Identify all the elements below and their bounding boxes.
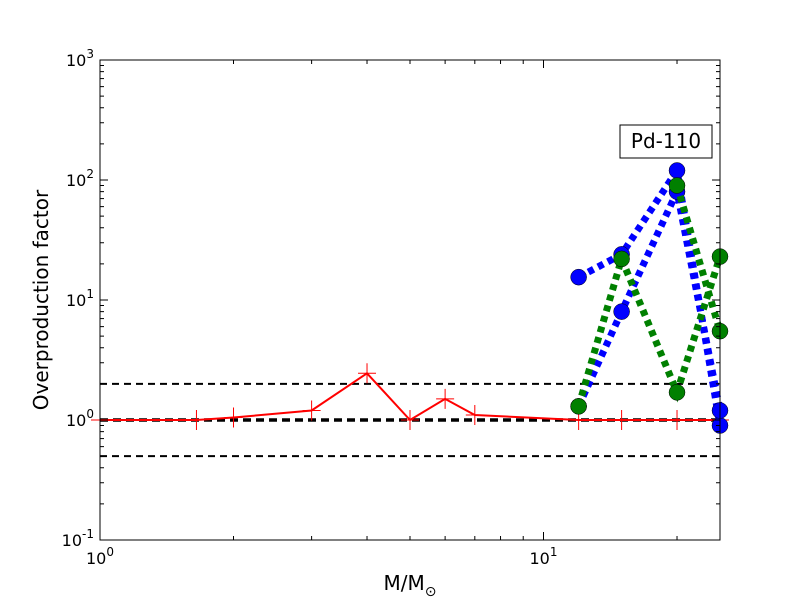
y-tick-label: 100	[66, 407, 94, 430]
x-axis-label-subscript: ⊙	[425, 584, 437, 600]
data-point	[436, 388, 455, 409]
series-line	[673, 184, 724, 333]
y-tick-label: 103	[66, 47, 94, 70]
data-point	[465, 405, 484, 426]
data-point	[613, 250, 630, 268]
data-point	[613, 303, 630, 320]
data-point	[668, 177, 686, 194]
data-point	[668, 384, 686, 401]
annotation-box: Pd-110	[619, 124, 713, 159]
x-tick-label: 100	[86, 545, 114, 568]
x-axis-label-main: M/M	[384, 571, 425, 595]
y-tick-label: 102	[66, 167, 94, 190]
axis-ticks	[99, 59, 720, 541]
annotation-label: Pd-110	[631, 129, 701, 153]
data-point	[187, 410, 206, 430]
series-line	[575, 180, 724, 412]
data-point	[401, 410, 419, 430]
reference-lines	[100, 382, 720, 458]
data-point	[668, 162, 686, 179]
data-point	[358, 363, 377, 384]
annotation-frame	[619, 124, 713, 159]
y-axis-label: Overproduction factor	[29, 189, 53, 410]
data-point	[302, 400, 321, 421]
data-point	[668, 410, 687, 430]
data-point	[570, 268, 587, 286]
series-line	[575, 248, 724, 408]
y-tick-label: 10-1	[62, 527, 94, 550]
y-tick-label: 101	[66, 287, 94, 310]
x-tick-label: 101	[530, 545, 558, 568]
data-point	[570, 398, 587, 415]
x-axis-label: M/M⊙	[384, 571, 437, 600]
data-point	[612, 410, 631, 430]
data-point	[224, 407, 243, 428]
